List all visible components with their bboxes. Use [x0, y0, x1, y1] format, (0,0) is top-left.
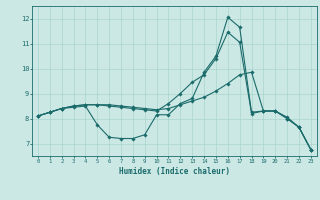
- X-axis label: Humidex (Indice chaleur): Humidex (Indice chaleur): [119, 167, 230, 176]
